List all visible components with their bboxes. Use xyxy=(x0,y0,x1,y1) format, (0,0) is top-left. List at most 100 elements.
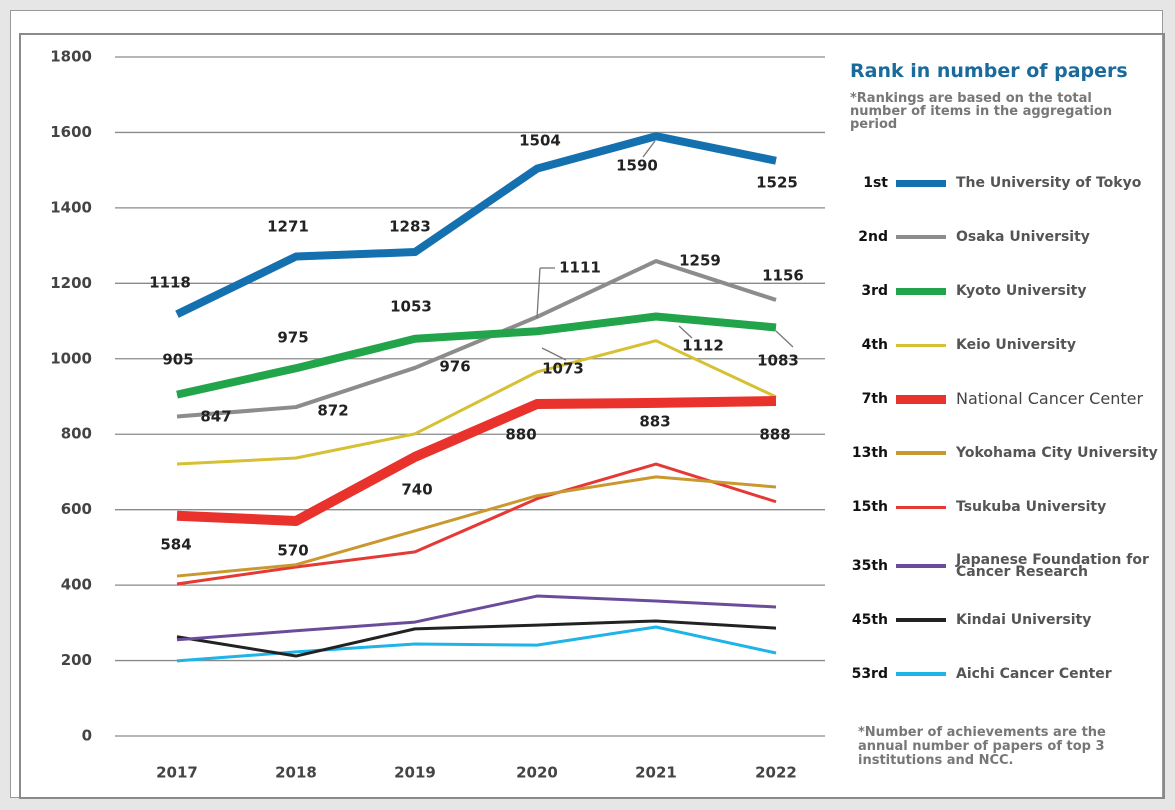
data-label: 888 xyxy=(759,426,790,444)
series-line xyxy=(176,462,777,586)
legend-label: Japanese Foundation for Cancer Research xyxy=(956,552,1149,580)
series-line xyxy=(176,619,777,658)
x-tick-label: 2017 xyxy=(156,764,198,782)
legend-swatch xyxy=(896,179,946,187)
legend-swatch xyxy=(896,672,946,676)
leader-line xyxy=(775,330,794,348)
series-line xyxy=(176,396,777,526)
legend-label: Osaka University xyxy=(956,229,1090,245)
legend-label: Yokohama City University xyxy=(956,445,1158,461)
legend-swatch xyxy=(896,343,946,347)
data-label: 1259 xyxy=(679,252,721,270)
x-tick-label: 2018 xyxy=(275,764,317,782)
legend-rank: 3rd xyxy=(861,283,888,299)
legend-item: 15th Tsukuba University xyxy=(840,492,1171,522)
data-label: 1271 xyxy=(267,218,309,236)
legend-item: 35th Japanese Foundation for Cancer Resea… xyxy=(840,551,1151,581)
legend-rank: 15th xyxy=(851,499,888,515)
data-label: 1504 xyxy=(519,132,561,150)
legend-rank: 45th xyxy=(851,612,888,628)
data-label: 1083 xyxy=(757,352,799,370)
legend-rank: 53rd xyxy=(851,666,888,682)
series-line xyxy=(175,132,777,318)
data-label: 740 xyxy=(401,481,432,499)
legend-title: Rank in number of papers xyxy=(850,60,1128,82)
leader-line xyxy=(642,140,656,158)
data-label: 1525 xyxy=(756,174,798,192)
series-line xyxy=(176,259,777,419)
footnote: *Number of achievements are the annual n… xyxy=(858,725,1106,768)
legend-label: Aichi Cancer Center xyxy=(956,666,1112,682)
legend-note: *Rankings are based on the total number … xyxy=(850,91,1113,132)
legend-item: 3rd Kyoto University xyxy=(840,276,1171,306)
data-label: 1156 xyxy=(762,267,804,285)
y-tick-label: 1400 xyxy=(50,198,92,216)
legend-swatch xyxy=(896,451,946,455)
series-line xyxy=(176,339,777,466)
legend-label: National Cancer Center xyxy=(956,389,1144,408)
data-label: 1118 xyxy=(149,274,191,292)
legend-rank: 7th xyxy=(861,391,888,407)
series-line xyxy=(176,594,777,642)
data-label: 975 xyxy=(277,329,308,347)
legend-item: 4th Keio University xyxy=(840,330,1171,360)
legend-swatch xyxy=(896,287,946,295)
legend-label: The University of Tokyo xyxy=(956,175,1142,191)
series-line xyxy=(176,312,777,399)
data-label: 976 xyxy=(439,358,470,376)
legend-rank: 1st xyxy=(863,175,888,191)
legend-swatch xyxy=(896,618,946,622)
legend-label: Kindai University xyxy=(956,612,1092,628)
x-tick-label: 2019 xyxy=(394,764,436,782)
legend-item: 7th National Cancer Center xyxy=(840,384,1171,414)
data-label: 1112 xyxy=(682,337,724,355)
leader-line xyxy=(536,267,541,319)
legend-item: 2nd Osaka University xyxy=(840,222,1171,252)
legend-label: Keio University xyxy=(956,337,1076,353)
data-label: 570 xyxy=(277,542,308,560)
leader-line xyxy=(541,347,567,361)
y-tick-label: 200 xyxy=(61,651,92,669)
y-tick-label: 0 xyxy=(82,727,92,745)
data-label: 1590 xyxy=(616,157,658,175)
y-tick-label: 600 xyxy=(61,500,92,518)
data-label: 1053 xyxy=(390,298,432,316)
data-label: 880 xyxy=(505,426,536,444)
data-label: 1073 xyxy=(542,360,584,378)
legend-swatch xyxy=(896,235,946,239)
x-tick-label: 2022 xyxy=(755,764,797,782)
data-label: 847 xyxy=(200,408,231,426)
legend-rank: 2nd xyxy=(858,229,888,245)
legend-rank: 13th xyxy=(851,445,888,461)
data-label: 905 xyxy=(162,351,193,369)
legend-label: Tsukuba University xyxy=(956,499,1107,515)
legend-item: 13th Yokohama City University xyxy=(840,438,1171,468)
legend-swatch xyxy=(896,394,946,404)
legend-rank: 4th xyxy=(861,337,888,353)
data-label: 1283 xyxy=(389,218,431,236)
data-label: 883 xyxy=(639,413,670,431)
y-tick-label: 1600 xyxy=(50,123,92,141)
legend-label: Kyoto University xyxy=(956,283,1087,299)
data-label: 584 xyxy=(160,536,191,554)
legend-item: 45th Kindai University xyxy=(840,605,1171,635)
y-tick-label: 1000 xyxy=(50,349,92,367)
y-tick-label: 400 xyxy=(61,576,92,594)
x-tick-label: 2020 xyxy=(516,764,558,782)
legend-item: 1st The University of Tokyo xyxy=(840,168,1171,198)
data-label: 1111 xyxy=(559,259,601,277)
y-tick-label: 1200 xyxy=(50,274,92,292)
leader-line xyxy=(678,325,693,339)
data-label: 872 xyxy=(317,402,348,420)
series-line xyxy=(176,475,777,578)
y-tick-label: 800 xyxy=(61,425,92,443)
legend-rank: 35th xyxy=(851,558,888,574)
legend-item: 53rd Aichi Cancer Center xyxy=(840,659,1171,689)
legend-swatch xyxy=(896,564,946,568)
legend-swatch xyxy=(896,505,946,509)
inner-frame xyxy=(19,33,1165,799)
y-tick-label: 1800 xyxy=(50,48,92,66)
x-tick-label: 2021 xyxy=(635,764,677,782)
